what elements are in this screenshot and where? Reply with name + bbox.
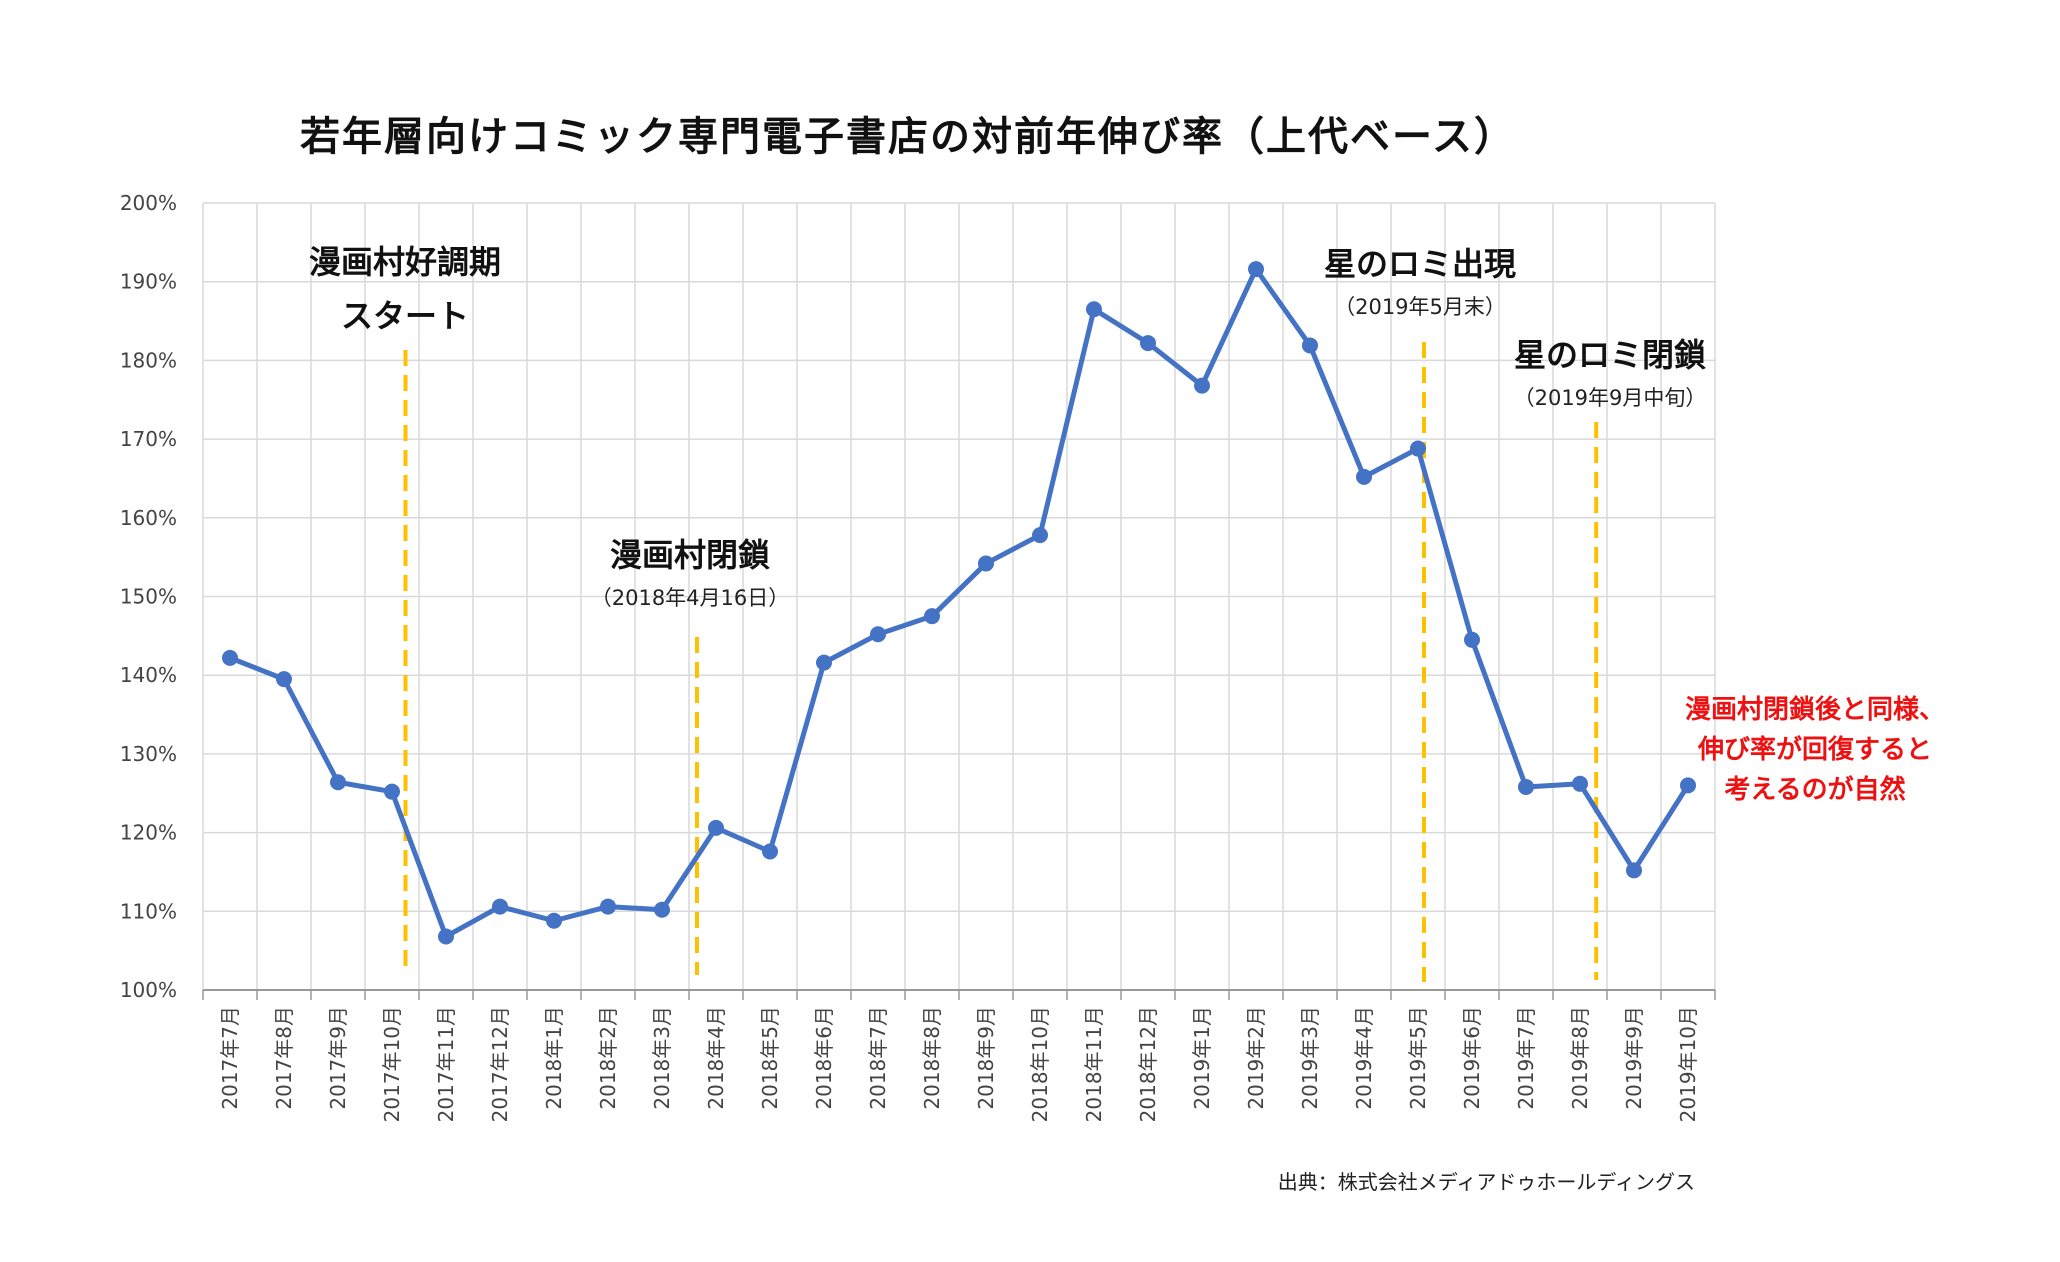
x-tick-label: 2019年8月 xyxy=(1568,1006,1592,1110)
x-tick-label: 2018年12月 xyxy=(1136,1006,1160,1122)
data-point xyxy=(384,783,400,800)
x-tick-label: 2019年6月 xyxy=(1460,1006,1484,1110)
y-tick-label: 160% xyxy=(120,506,177,530)
annotation-line: 星のロミ出現 xyxy=(1323,245,1516,283)
x-tick-label: 2018年2月 xyxy=(596,1006,620,1110)
data-point xyxy=(978,555,994,572)
data-point xyxy=(600,898,616,915)
data-point xyxy=(762,843,778,860)
x-tick-label: 2019年7月 xyxy=(1514,1006,1538,1110)
data-point xyxy=(1302,337,1318,354)
x-tick-label: 2019年4月 xyxy=(1352,1006,1376,1110)
y-tick-label: 110% xyxy=(120,899,177,923)
data-point xyxy=(546,912,562,929)
x-tick-label: 2017年8月 xyxy=(272,1006,296,1110)
callout-text: 漫画村閉鎖後と同様、 伸び率が回復すると 考えるのが自然 xyxy=(1660,690,1970,810)
data-point xyxy=(1356,468,1372,485)
data-point xyxy=(816,654,832,671)
data-point xyxy=(1032,527,1048,544)
y-tick-label: 170% xyxy=(120,427,177,451)
annotation-line: 漫画村閉鎖 xyxy=(609,536,770,574)
data-point xyxy=(438,928,454,945)
data-point xyxy=(708,819,724,836)
gridlines xyxy=(202,202,1716,991)
data-point xyxy=(330,774,346,791)
x-tick-label: 2018年5月 xyxy=(758,1006,782,1110)
data-point xyxy=(276,671,292,688)
data-point xyxy=(1086,301,1102,318)
y-axis-ticks: 100% 110% 120% 130% 140% 150% 160% 170% 180% 190%… xyxy=(120,191,177,1002)
series-layer xyxy=(222,261,1696,945)
x-tick-label: 2018年7月 xyxy=(866,1006,890,1110)
x-tick-label: 2019年9月 xyxy=(1622,1006,1646,1110)
callout-line: 漫画村閉鎖後と同様、 xyxy=(1684,695,1945,725)
callout-line: 伸び率が回復すると xyxy=(1697,735,1932,765)
y-tick-label: 140% xyxy=(120,663,177,687)
y-tick-label: 200% xyxy=(120,191,177,215)
event-marker-lines xyxy=(403,342,1599,982)
x-axis-ticks: 2017年7月 2017年8月 2017年9月 2017年10月 2017年11月 201… xyxy=(202,989,1716,1122)
chart-title: 若年層向けコミック専門電子書店の対前年伸び率（上代ベース） xyxy=(300,114,1516,160)
x-tick-label: 2017年12月 xyxy=(488,1006,512,1122)
data-point xyxy=(1248,261,1264,278)
annotation-hoshinoromi-appear: 星のロミ出現 （2019年5月末） xyxy=(1300,237,1540,321)
x-tick-label: 2018年1月 xyxy=(542,1006,566,1110)
x-tick-label: 2018年9月 xyxy=(974,1006,998,1110)
callout-line: 考えるのが自然 xyxy=(1724,775,1906,805)
annotation-note: （2019年9月中旬） xyxy=(1513,386,1707,410)
data-point xyxy=(870,626,886,643)
data-point xyxy=(654,901,670,918)
data-point xyxy=(222,649,238,666)
x-tick-label: 2019年3月 xyxy=(1298,1006,1322,1110)
y-tick-label: 190% xyxy=(120,270,177,294)
x-tick-label: 2018年10月 xyxy=(1028,1006,1052,1122)
x-tick-label: 2019年2月 xyxy=(1244,1006,1268,1110)
data-point xyxy=(1572,775,1588,792)
data-point xyxy=(492,898,508,915)
x-tick-label: 2019年5月 xyxy=(1406,1006,1430,1110)
y-tick-label: 150% xyxy=(120,585,177,609)
y-tick-label: 120% xyxy=(120,821,177,845)
annotation-line: 漫画村好調期 xyxy=(308,243,501,281)
annotation-mangamura-closure: 漫画村閉鎖 （2018年4月16日） xyxy=(570,528,810,612)
x-tick-label: 2017年9月 xyxy=(326,1006,350,1110)
annotation-note: （2019年5月末） xyxy=(1334,295,1506,319)
x-tick-label: 2018年6月 xyxy=(812,1006,836,1110)
data-point xyxy=(1410,440,1426,457)
data-point xyxy=(1194,377,1210,394)
y-tick-label: 180% xyxy=(120,348,177,372)
x-tick-label: 2018年8月 xyxy=(920,1006,944,1110)
x-tick-label: 2018年11月 xyxy=(1082,1006,1106,1122)
x-tick-label: 2018年3月 xyxy=(650,1006,674,1110)
annotation-mangamura-boom: 漫画村好調期 スタート xyxy=(290,235,520,343)
x-tick-label: 2017年11月 xyxy=(434,1006,458,1122)
y-tick-label: 130% xyxy=(120,742,177,766)
x-tick-label: 2017年7月 xyxy=(218,1006,242,1110)
annotation-note: （2018年4月16日） xyxy=(590,586,790,610)
x-tick-label: 2019年10月 xyxy=(1676,1006,1700,1122)
data-point xyxy=(924,608,940,625)
data-point xyxy=(1518,778,1534,795)
annotation-line: スタート xyxy=(340,297,469,335)
annotation-line: 星のロミ閉鎖 xyxy=(1513,336,1706,374)
x-tick-label: 2019年1月 xyxy=(1190,1006,1214,1110)
series-line xyxy=(229,266,1691,939)
x-tick-label: 2017年10月 xyxy=(380,1006,404,1122)
data-point xyxy=(1680,777,1696,794)
annotation-hoshinoromi-closure: 星のロミ閉鎖 （2019年9月中旬） xyxy=(1480,328,1740,412)
data-point xyxy=(1626,862,1642,879)
data-point xyxy=(1140,335,1156,352)
x-tick-label: 2018年4月 xyxy=(704,1006,728,1110)
source-note: 出典：株式会社メディアドゥホールディングス xyxy=(1277,1170,1695,1194)
data-point xyxy=(1464,631,1480,648)
y-tick-label: 100% xyxy=(120,978,177,1002)
